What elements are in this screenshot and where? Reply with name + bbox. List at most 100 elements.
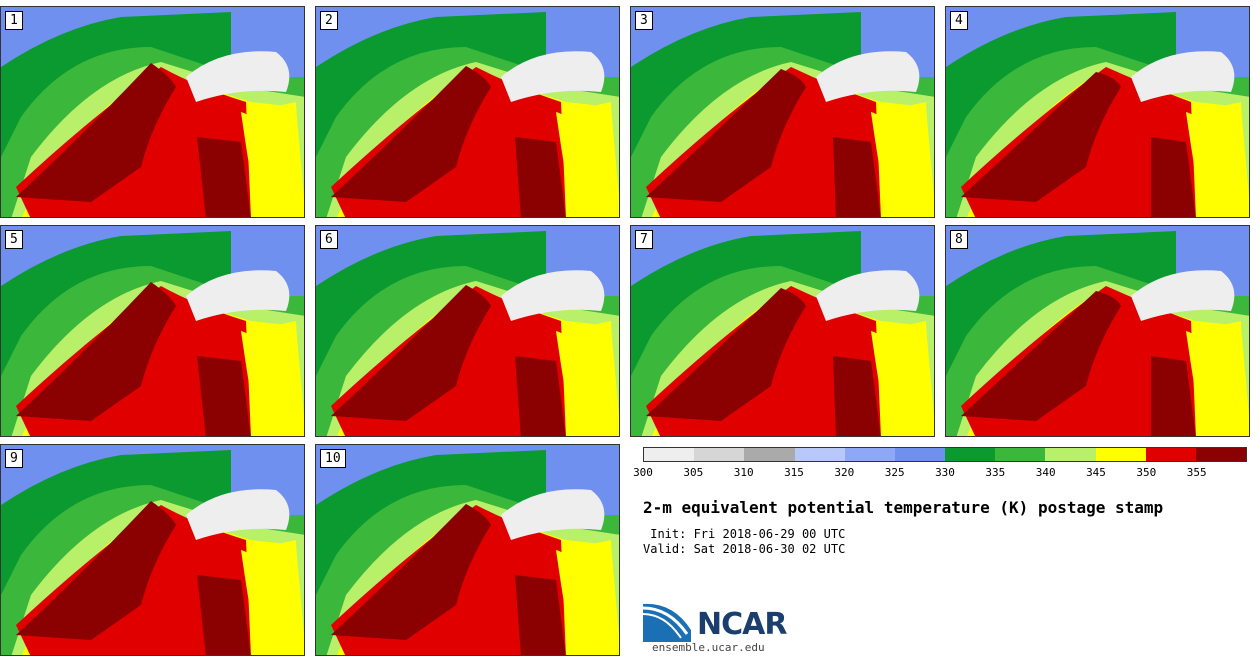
temperature-region: [1131, 51, 1235, 102]
colorbar-swatch: [694, 448, 745, 461]
colorbar-swatch: [794, 448, 845, 461]
colorbar-tick-label: 335: [985, 466, 1006, 479]
temperature-region: [556, 331, 581, 397]
map-panel-3: 3: [630, 6, 935, 218]
temperature-region: [903, 321, 931, 436]
colorbar-tick-label: 305: [683, 466, 704, 479]
colorbar-swatch: [1145, 448, 1196, 461]
colorbar-tick-label: 315: [784, 466, 804, 479]
temperature-field: [316, 226, 619, 436]
map-panel-1: 1: [0, 6, 305, 218]
temperature-region: [16, 282, 176, 421]
colorbar-swatch: [1095, 448, 1146, 461]
temperature-region: [515, 575, 566, 655]
temperature-region: [816, 270, 920, 321]
panel-label: 4: [950, 11, 968, 30]
temperature-region: [1151, 137, 1196, 217]
temperature-field: [316, 445, 619, 655]
temperature-field: [631, 226, 934, 436]
colorbar-tick-label: 325: [884, 466, 905, 479]
temperature-region: [186, 489, 290, 540]
temperature-region: [197, 137, 251, 217]
temperature-region: [588, 540, 616, 655]
temperature-region: [515, 356, 566, 436]
panel-label: 9: [5, 449, 23, 468]
temperature-region: [16, 63, 176, 202]
temperature-region: [241, 112, 266, 178]
colorbar-tick-label: 355: [1186, 466, 1207, 479]
panel-label: 7: [635, 230, 653, 249]
panel-label: 1: [5, 11, 23, 30]
temperature-region: [1131, 270, 1235, 321]
temperature-region: [588, 102, 616, 217]
map-panel-10: 10: [315, 444, 620, 656]
panel-label: 5: [5, 230, 23, 249]
temperature-region: [241, 331, 266, 397]
temperature-region: [273, 321, 301, 436]
temperature-region: [871, 331, 896, 397]
temperature-region: [331, 66, 491, 202]
temperature-region: [961, 291, 1121, 421]
temperature-region: [186, 51, 290, 102]
temperature-region: [556, 550, 581, 616]
colorbar-ticks: 300 305 310 315 320 325 330 335 340 345 350 355: [633, 466, 1247, 480]
panel-label: 10: [320, 449, 346, 468]
temperature-field: [946, 7, 1249, 217]
temperature-region: [816, 51, 920, 102]
colorbar: [643, 447, 1247, 462]
temperature-region: [241, 550, 266, 616]
ncar-logo-icon: [643, 603, 691, 642]
map-panel-7: 7: [630, 225, 935, 437]
map-panel-5: 5: [0, 225, 305, 437]
map-panel-9: 9: [0, 444, 305, 656]
valid-time: Valid: Sat 2018-06-30 02 UTC: [643, 542, 846, 556]
temperature-region: [646, 288, 806, 421]
temperature-region: [556, 112, 581, 178]
temperature-field: [1, 226, 304, 436]
temperature-field: [316, 7, 619, 217]
colorbar-swatch: [644, 448, 695, 461]
colorbar-swatch: [844, 448, 895, 461]
colorbar-swatch: [945, 448, 996, 461]
temperature-field: [631, 7, 934, 217]
temperature-region: [501, 270, 605, 321]
panel-label: 3: [635, 11, 653, 30]
temperature-region: [501, 51, 605, 102]
temperature-region: [501, 489, 605, 540]
site-url: ensemble.ucar.edu: [652, 641, 765, 654]
panel-label: 6: [320, 230, 338, 249]
colorbar-tick-label: 300: [633, 466, 653, 479]
temperature-region: [273, 102, 301, 217]
colorbar-tick-label: 330: [935, 466, 955, 479]
colorbar-swatch: [995, 448, 1046, 461]
temperature-region: [903, 102, 931, 217]
colorbar-tick-label: 340: [1035, 466, 1056, 479]
plot-title: 2-m equivalent potential temperature (K)…: [643, 498, 1164, 517]
temperature-region: [833, 137, 881, 217]
ncar-logo-text: NCAR: [697, 607, 787, 642]
colorbar-swatch: [894, 448, 946, 461]
temperature-region: [871, 112, 896, 178]
map-panel-6: 6: [315, 225, 620, 437]
init-time: Init: Fri 2018-06-29 00 UTC: [643, 527, 846, 541]
map-panel-2: 2: [315, 6, 620, 218]
temperature-field: [1, 445, 304, 655]
colorbar-swatch: [744, 448, 795, 461]
temperature-region: [273, 540, 301, 655]
temperature-region: [646, 69, 806, 202]
temperature-region: [197, 356, 251, 436]
colorbar-swatch: [1195, 448, 1247, 461]
temperature-region: [1151, 356, 1196, 436]
colorbar-tick-label: 310: [733, 466, 754, 479]
panel-label: 8: [950, 230, 968, 249]
temperature-region: [1218, 321, 1246, 436]
temperature-region: [1218, 102, 1246, 217]
temperature-region: [588, 321, 616, 436]
temperature-field: [1, 7, 304, 217]
temperature-region: [1186, 112, 1211, 178]
temperature-region: [331, 285, 491, 421]
temperature-region: [197, 575, 251, 655]
colorbar-swatch: [1045, 448, 1096, 461]
map-panel-8: 8: [945, 225, 1250, 437]
temperature-region: [515, 137, 566, 217]
